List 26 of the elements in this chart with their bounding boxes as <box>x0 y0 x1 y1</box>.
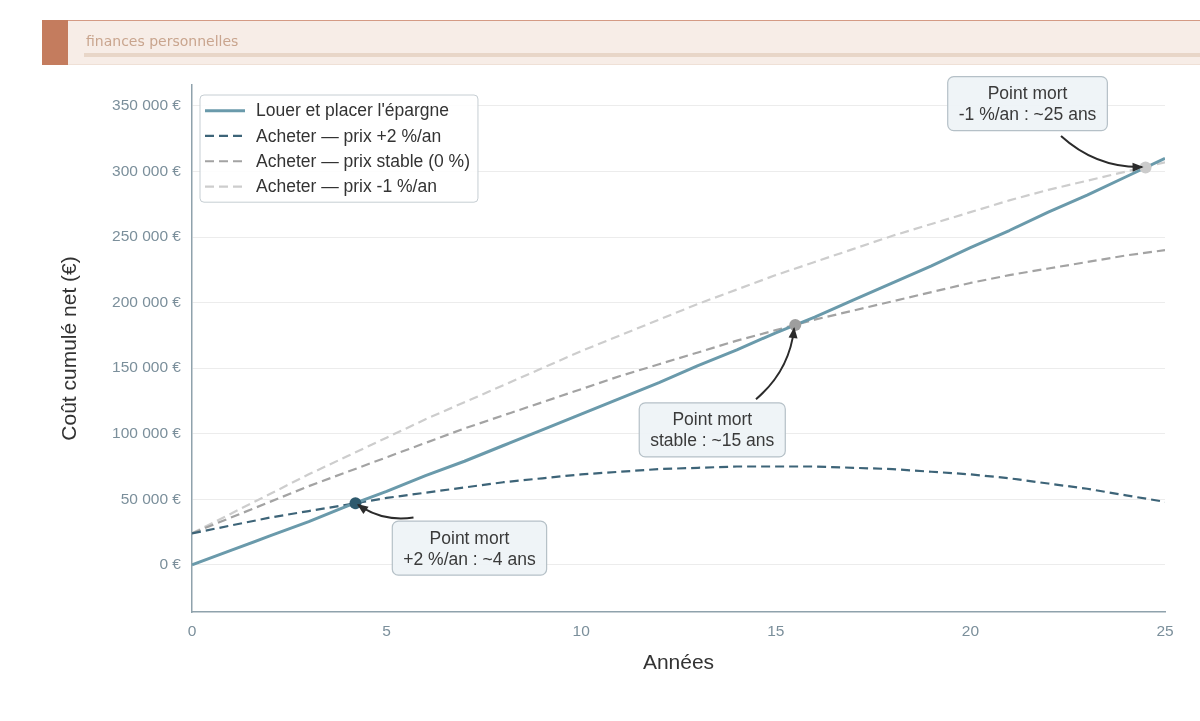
point <box>789 318 802 331</box>
legend-label: Louer et placer l'épargne <box>256 100 450 121</box>
y-tick-label: 200 000 € <box>112 292 182 310</box>
annotation: Point mort -1 %/an : ~25 ans <box>958 82 1097 124</box>
x-tick-label: 10 <box>572 621 591 639</box>
x-tick-label: 0 <box>187 621 197 639</box>
chart-subtitle: finances personnelles <box>86 33 239 50</box>
point <box>1139 161 1152 174</box>
y-tick-label: 50 000 € <box>120 489 182 507</box>
y-axis-title: Coût cumulé net (€) <box>57 256 81 441</box>
y-tick-label: 150 000 € <box>112 358 182 376</box>
x-tick-label: 5 <box>382 621 391 639</box>
legend-label: Acheter — prix -1 %/an <box>256 176 437 197</box>
y-tick-label: 350 000 € <box>112 96 182 114</box>
legend-label: Acheter — prix stable (0 %) <box>256 151 470 172</box>
x-tick-label: 25 <box>1156 621 1174 639</box>
x-tick-label: 15 <box>767 621 785 639</box>
x-axis-title: Années <box>642 650 715 674</box>
y-tick-label: 250 000 € <box>112 227 182 245</box>
y-tick-label: 300 000 € <box>112 161 182 179</box>
x-tick-label: 20 <box>961 621 980 639</box>
y-tick-label: 100 000 € <box>112 423 182 441</box>
annotation: Point mort +2 %/an : ~4 ans <box>403 527 536 569</box>
annotation: Point mort stable : ~15 ans <box>650 409 775 451</box>
legend-label: Acheter — prix +2 %/an <box>256 125 442 146</box>
y-tick-label: 0 € <box>159 555 182 573</box>
